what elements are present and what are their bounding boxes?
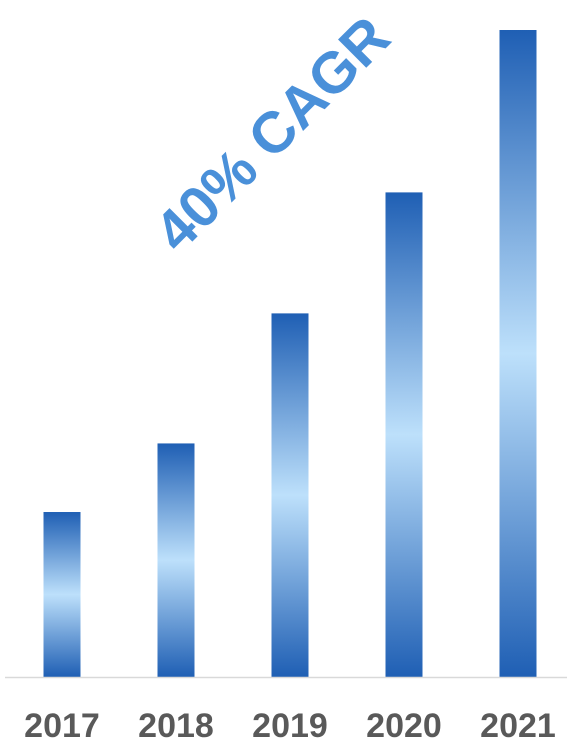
x-tick-label-2021: 2021 bbox=[480, 707, 556, 745]
bars-group bbox=[43, 30, 537, 677]
x-tick-label-2019: 2019 bbox=[252, 707, 328, 745]
bar-2020 bbox=[385, 192, 423, 677]
x-tick-label-2018: 2018 bbox=[138, 707, 214, 745]
bar-2018 bbox=[157, 443, 195, 677]
bar-2021 bbox=[499, 30, 537, 677]
x-tick-labels: 2017 2018 2019 2020 2021 bbox=[24, 707, 556, 745]
x-tick-label-2017: 2017 bbox=[24, 707, 100, 745]
cagr-annotation: 40% CAGR bbox=[142, 4, 402, 264]
bar-2019 bbox=[271, 313, 309, 677]
bar-2017 bbox=[43, 512, 81, 677]
x-tick-label-2020: 2020 bbox=[366, 707, 442, 745]
